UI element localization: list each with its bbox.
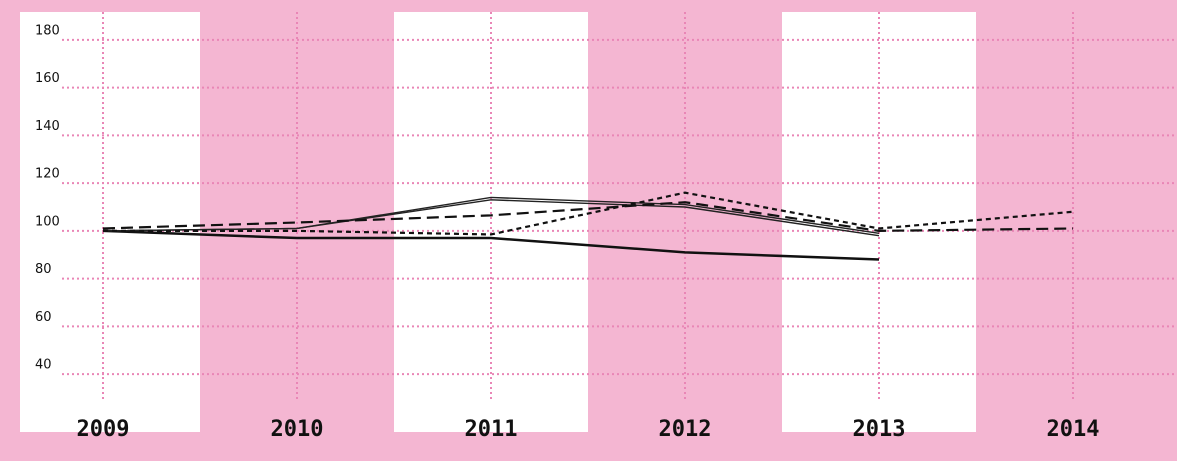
series-line	[102, 229, 880, 261]
x-tick-label: 2009	[77, 417, 130, 442]
x-tick-label: 2012	[659, 417, 712, 442]
column-band	[976, 0, 1177, 461]
x-tick-label: 2014	[1047, 417, 1100, 442]
column-band	[20, 12, 200, 432]
x-tick-label: 2010	[271, 417, 324, 442]
y-tick-label: 80	[35, 262, 52, 277]
x-tick-label: 2013	[853, 417, 906, 442]
series-line	[102, 201, 1074, 232]
x-tick-label: 2011	[465, 417, 518, 442]
y-tick-label: 140	[35, 119, 60, 134]
series-line	[103, 191, 1074, 236]
y-tick-label: 120	[35, 167, 60, 182]
y-tick-label: 60	[35, 310, 52, 325]
y-tick-label: 100	[35, 214, 60, 229]
series-line	[102, 199, 880, 237]
y-tick-label: 40	[35, 358, 52, 373]
column-band	[588, 0, 782, 461]
y-tick-label: 180	[35, 23, 60, 38]
y-tick-label: 160	[35, 71, 60, 86]
